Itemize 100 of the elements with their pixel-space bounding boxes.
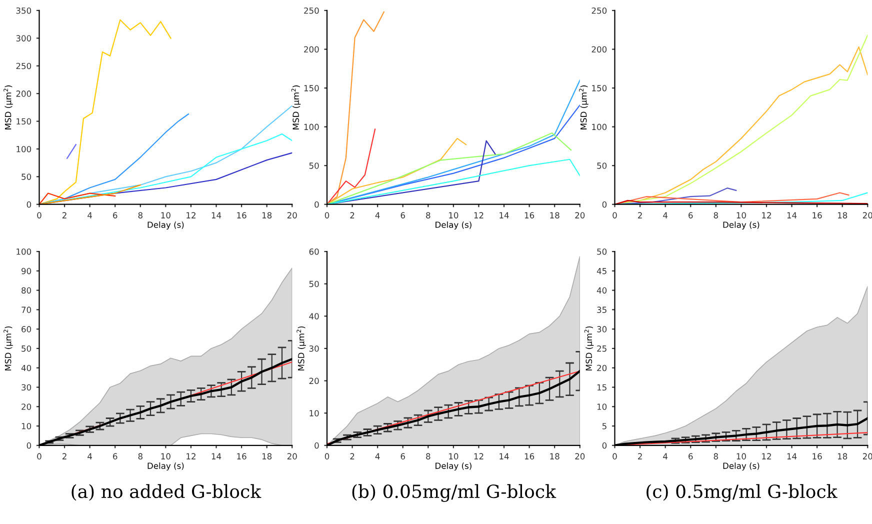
y-tick-label: 100 (16, 248, 32, 255)
y-tick-label: 50 (597, 162, 607, 169)
x-tick-label: 18 (838, 453, 848, 460)
y-tick-label: 100 (16, 146, 32, 152)
y-axis-title: MSD (µm$^{2}$) (291, 85, 301, 130)
x-tick-label: 0 (37, 453, 42, 460)
y-tick-label: 35 (597, 306, 606, 313)
x-tick-label: 14 (212, 212, 222, 218)
y-tick-label: 50 (22, 174, 32, 180)
x-tick-label: 6 (688, 212, 693, 218)
x-tick-label: 8 (138, 453, 142, 460)
x-tick-label: 10 (161, 453, 170, 460)
y-tick-label: 25 (597, 345, 606, 352)
y-tick-label: 20 (309, 378, 319, 384)
x-tick-label: 2 (62, 453, 66, 460)
x-tick-label: 0 (612, 212, 617, 218)
y-tick-label: 10 (22, 422, 32, 430)
x-tick-label: 4 (375, 212, 380, 218)
y-tick-label: 60 (309, 248, 319, 255)
x-tick-label: 16 (524, 453, 534, 460)
x-tick-label: 8 (138, 212, 142, 218)
x-tick-label: 8 (426, 212, 430, 218)
x-tick-label: 4 (88, 212, 92, 218)
y-tick-label: 200 (304, 46, 319, 53)
x-tick-label: 18 (550, 453, 560, 460)
x-tick-label: 10 (736, 212, 746, 218)
y-tick-label: 250 (16, 62, 32, 70)
x-tick-label: 20 (862, 453, 872, 460)
y-tick-label: 200 (16, 90, 32, 97)
x-tick-label: 14 (500, 453, 509, 460)
x-tick-label: 8 (426, 453, 430, 460)
y-tick-label: 50 (309, 280, 319, 288)
x-tick-label: 14 (212, 453, 222, 460)
y-tick-label: 350 (16, 7, 32, 14)
x-tick-label: 2 (638, 212, 642, 218)
y-axis-title: MSD (µm$^{2}$) (579, 85, 588, 130)
x-tick-label: 6 (688, 453, 693, 460)
line-series (327, 128, 376, 204)
x-tick-label: 10 (449, 212, 458, 218)
y-tick-label: 50 (309, 162, 319, 169)
x-tick-label: 12 (762, 212, 771, 218)
x-tick-label: 10 (161, 212, 170, 218)
line-series (39, 19, 172, 204)
x-tick-label: 18 (262, 453, 272, 460)
y-tick-label: 40 (309, 313, 319, 320)
text: (b) 0.05mg/ml G-block (352, 484, 556, 502)
x-tick-label: 10 (449, 453, 458, 460)
y-tick-label: 80 (22, 287, 32, 294)
x-tick-label: 0 (37, 212, 42, 218)
x-tick-label: 6 (400, 212, 405, 218)
x-tick-label: 12 (474, 453, 484, 460)
x-tick-label: 8 (714, 453, 718, 460)
x-tick-label: 6 (113, 212, 118, 218)
x-tick-label: 2 (350, 453, 354, 460)
x-tick-label: 0 (324, 212, 330, 218)
y-tick-label: 20 (597, 364, 607, 372)
x-tick-label: 4 (663, 453, 668, 460)
x-axis-title: Delay (s) (436, 462, 472, 471)
x-tick-label: 12 (762, 453, 771, 460)
y-tick-label: 50 (597, 248, 607, 255)
y-tick-label: 10 (310, 410, 319, 416)
y-axis-title: MSD (µm$^{2}$) (4, 326, 13, 370)
text: (c) 0.5mg/ml G-block (646, 484, 838, 502)
x-axis-title: Delay (s) (723, 462, 760, 471)
y-tick-label: 90 (22, 268, 32, 274)
x-tick-label: 16 (524, 212, 534, 218)
x-tick-label: 16 (237, 453, 246, 460)
x-tick-label: 0 (324, 453, 330, 460)
y-tick-label: 45 (596, 268, 606, 274)
y-tick-label: 300 (16, 35, 32, 42)
x-axis-title: Delay (s) (148, 462, 184, 471)
y-tick-label: 30 (309, 345, 319, 352)
y-tick-label: 0 (602, 442, 607, 449)
x-tick-label: 18 (262, 212, 272, 218)
x-tick-label: 20 (862, 212, 872, 218)
x-tick-label: 12 (186, 453, 196, 460)
x-tick-label: 14 (500, 212, 509, 218)
x-axis-title: Delay (s) (436, 221, 472, 230)
y-tick-label: 50 (22, 345, 32, 352)
x-tick-label: 6 (113, 453, 118, 460)
line-series (39, 184, 141, 204)
x-tick-label: 2 (62, 212, 66, 218)
x-tick-label: 20 (287, 453, 297, 460)
y-tick-label: 250 (304, 7, 319, 14)
x-tick-label: 4 (375, 453, 380, 460)
x-tick-label: 16 (812, 212, 822, 218)
x-tick-label: 4 (663, 212, 668, 218)
x-tick-label: 2 (638, 453, 642, 460)
y-tick-label: 70 (22, 306, 32, 313)
x-tick-label: 4 (88, 453, 92, 460)
y-tick-label: 0 (26, 201, 32, 208)
y-tick-label: 100 (592, 124, 607, 130)
x-tick-label: 20 (287, 212, 297, 218)
x-axis-title: Delay (s) (148, 221, 184, 230)
x-tick-label: 20 (575, 453, 585, 460)
y-tick-label: 60 (22, 326, 32, 332)
line-series (327, 132, 572, 204)
x-tick-label: 16 (812, 453, 822, 460)
x-tick-label: 18 (550, 212, 560, 218)
y-tick-label: 0 (26, 442, 32, 449)
